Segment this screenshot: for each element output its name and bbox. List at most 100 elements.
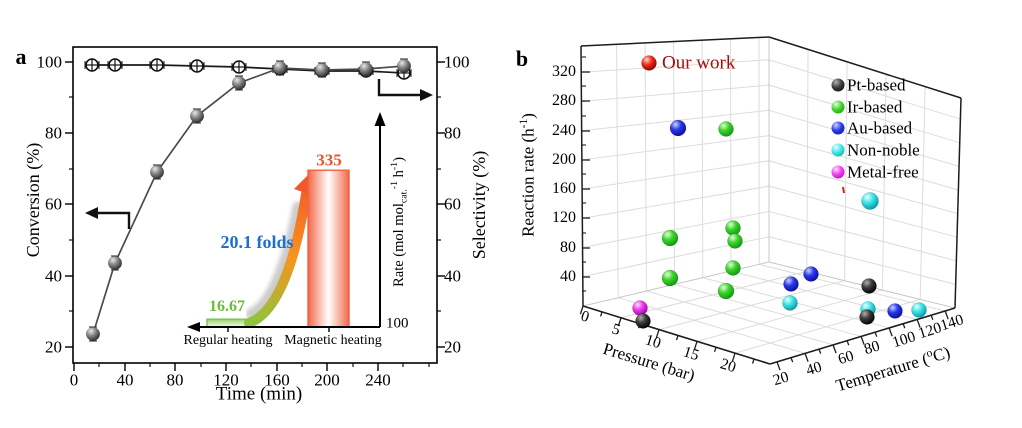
- conversion-point: [358, 61, 374, 77]
- magnetic-heating-bar: [307, 169, 350, 328]
- conversion-point: [149, 164, 165, 180]
- panel-a-letter: a: [15, 44, 27, 69]
- our-work-point: [641, 55, 657, 71]
- time-axis-title: Time (min): [215, 383, 303, 405]
- panel-b-chart: [579, 36, 962, 371]
- time-tick-label: 200: [314, 370, 340, 390]
- panel-b-letter: b: [515, 46, 529, 71]
- au-based-point: [887, 303, 903, 319]
- legend-item-ir-based: Ir-based: [847, 97, 903, 117]
- selectivity-point: [190, 59, 204, 73]
- right-arrow: [377, 79, 420, 97]
- inset-rate-arrowhead-icon: [374, 112, 386, 126]
- regular-heating-value: 16.67: [209, 298, 245, 315]
- stray-red-mark: [842, 186, 845, 194]
- time-tick-label: 120: [213, 370, 239, 390]
- conversion-point: [314, 62, 330, 78]
- conversion-point: [85, 326, 101, 342]
- legend-item-metal-free: Metal-free: [847, 162, 919, 182]
- blue-legend-marker-icon: [831, 121, 845, 135]
- rate-tick-label: 320: [552, 63, 576, 80]
- box-frame-3d: [579, 36, 962, 371]
- left-arrow: [97, 211, 131, 229]
- time-tick-label: 80: [166, 370, 184, 390]
- selectivity-point: [150, 58, 164, 72]
- selectivity-axis-title: Selectivity (%): [469, 150, 489, 260]
- inset-axis-tick-100: 100: [386, 315, 409, 332]
- time-tick-label: 160: [264, 370, 290, 390]
- ir-based-point: [661, 229, 679, 247]
- metal-free-point: [632, 300, 648, 316]
- ir-based-point: [718, 121, 734, 137]
- selectivity-tick-label: 100: [444, 52, 470, 72]
- selectivity-tick-label: 80: [444, 123, 461, 143]
- ir-based-point: [727, 233, 743, 249]
- our-work-label: Our work: [662, 52, 736, 74]
- scatter3d-points: [632, 55, 927, 329]
- rate-tick-label: 120: [552, 209, 576, 226]
- rate-tick-label: 200: [552, 151, 576, 168]
- selectivity-point: [108, 58, 122, 72]
- plot-frame: [72, 46, 438, 364]
- conversion-tick-label: 80: [45, 123, 62, 143]
- selectivity-tick-label: 60: [444, 194, 461, 214]
- conversion-point: [272, 60, 288, 76]
- reaction-rate-axis-title: Reaction rate (h-1): [516, 113, 538, 237]
- conversion-point: [231, 75, 247, 91]
- ir-based-point: [725, 260, 741, 276]
- ir-based-point: [725, 220, 741, 236]
- magnetic-heating-value: 335: [316, 150, 342, 170]
- fold-annotation: 20.1 folds: [220, 232, 294, 252]
- au-based-point: [669, 119, 687, 137]
- fold-increase-arrow: [244, 189, 311, 328]
- magenta-legend-marker-icon: [831, 165, 845, 179]
- axis-pointer-arrows: [85, 79, 433, 229]
- ir-based-point: [717, 282, 735, 300]
- cyan-legend-marker-icon: [831, 143, 845, 157]
- time-tick-label: 0: [69, 370, 79, 390]
- au-based-point: [803, 266, 819, 282]
- non-noble-point: [861, 192, 879, 210]
- conversion-series: [85, 58, 412, 342]
- rate-tick-label: 280: [552, 92, 576, 109]
- green-legend-marker-icon: [831, 100, 845, 114]
- au-based-point: [783, 276, 799, 292]
- regular-heating-bar: [206, 318, 249, 328]
- grid-3d: [581, 37, 961, 354]
- ir-based-point: [661, 269, 679, 287]
- time-tick-label: 40: [116, 370, 134, 390]
- conversion-axis-title: Conversion (%): [23, 142, 43, 258]
- selectivity-point: [85, 58, 99, 72]
- inset-bar-chart: [187, 112, 386, 332]
- conversion-tick-label: 100: [36, 52, 63, 72]
- rate-axis-title: Rate (mol molcat.-1 h-1): [388, 157, 410, 287]
- rate-tick-label: 160: [552, 180, 576, 197]
- conversion-tick-label: 20: [45, 337, 62, 357]
- time-tick-label: 240: [365, 370, 391, 390]
- inset-baseline-arrowhead-icon: [187, 322, 200, 332]
- selectivity-tick-label: 40: [444, 266, 461, 286]
- black-legend-marker-icon: [831, 78, 845, 92]
- left-arrowhead-icon: [85, 207, 98, 219]
- conversion-tick-label: 60: [45, 194, 62, 214]
- rate-tick-label: 40: [560, 268, 576, 285]
- non-noble-point: [911, 302, 927, 318]
- conversion-point: [107, 255, 123, 271]
- selectivity-tick-label: 20: [444, 337, 461, 357]
- non-noble-point: [782, 295, 798, 311]
- right-arrowhead-icon: [420, 89, 433, 101]
- panel-a-chart: [65, 46, 445, 371]
- magnetic-heating-label: Magnetic heating: [284, 333, 382, 348]
- selectivity-point: [232, 60, 246, 74]
- legend-item-pt-based: Pt-based: [847, 75, 906, 95]
- pt-based-point: [859, 309, 875, 325]
- conversion-point: [189, 108, 205, 124]
- conversion-tick-label: 40: [45, 266, 62, 286]
- rate-tick-label: 80: [560, 239, 576, 256]
- conversion-point: [396, 58, 412, 74]
- pt-based-point: [861, 278, 877, 294]
- arrow-shadow: [245, 201, 304, 320]
- legend-item-au-based: Au-based: [847, 118, 913, 138]
